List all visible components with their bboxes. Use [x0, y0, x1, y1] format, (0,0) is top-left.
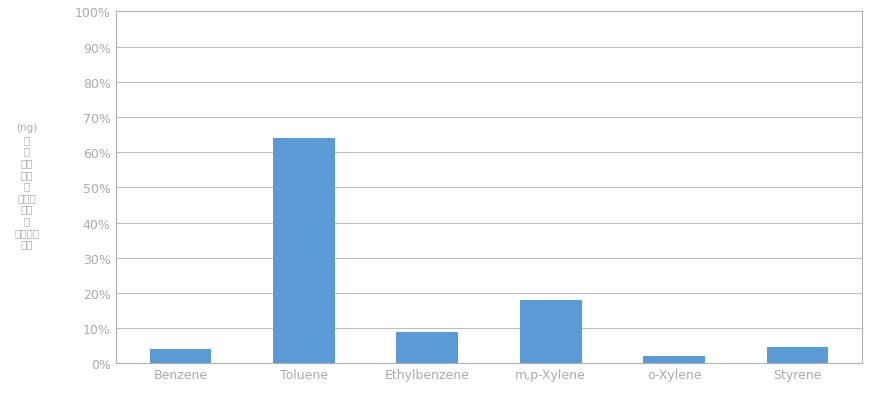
Bar: [520, 300, 581, 363]
Text: (ng)
니
로
평균
농도
의
백분율
중의
각
화학물질
비율: (ng) 니 로 평균 농도 의 백분율 중의 각 화학물질 비율: [14, 123, 39, 249]
Bar: [644, 356, 705, 363]
Bar: [273, 139, 334, 363]
Bar: [766, 348, 829, 363]
Bar: [149, 349, 212, 363]
Bar: [396, 332, 458, 363]
